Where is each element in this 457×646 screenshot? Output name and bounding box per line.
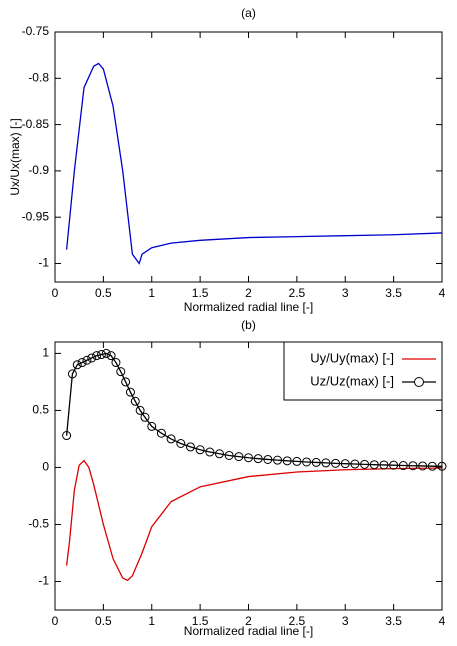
x-tick-label: 2 bbox=[245, 614, 252, 628]
series-marker bbox=[379, 460, 389, 470]
series-marker bbox=[321, 458, 331, 468]
chart-title: (a) bbox=[241, 6, 256, 20]
series-marker bbox=[418, 461, 428, 471]
legend-box bbox=[283, 341, 443, 401]
y-tick-label: -0.75 bbox=[22, 24, 50, 38]
series-marker bbox=[96, 350, 106, 360]
series-marker bbox=[92, 351, 102, 361]
x-tick-label: 0 bbox=[52, 614, 59, 628]
y-tick-label: 0 bbox=[42, 460, 49, 474]
y-axis-label: Ux/Ux(max) [-] bbox=[8, 118, 22, 195]
series-marker bbox=[116, 367, 126, 377]
series-marker bbox=[369, 460, 379, 470]
series-marker bbox=[87, 353, 97, 363]
series-marker bbox=[82, 355, 92, 365]
series-marker bbox=[135, 405, 145, 415]
y-tick-label: -0.8 bbox=[28, 70, 49, 84]
y-tick-label: -0.5 bbox=[28, 517, 49, 531]
chart-title: (b) bbox=[241, 318, 256, 332]
x-tick-label: 1 bbox=[148, 286, 155, 300]
series-marker bbox=[253, 454, 263, 464]
x-tick-label: 3.5 bbox=[385, 614, 402, 628]
y-tick-label: 1 bbox=[42, 346, 49, 360]
x-tick-label: 2 bbox=[245, 286, 252, 300]
x-tick-label: 2.5 bbox=[289, 286, 306, 300]
x-tick-label: 3 bbox=[342, 614, 349, 628]
series-marker bbox=[398, 461, 408, 471]
series-line bbox=[65, 459, 443, 582]
series-marker bbox=[408, 461, 418, 471]
x-tick-label: 0.5 bbox=[95, 614, 112, 628]
series-marker bbox=[101, 348, 111, 358]
series-marker bbox=[125, 387, 135, 397]
legend-label: Uy/Uy(max) [-] bbox=[310, 350, 394, 365]
y-tick-label: -1 bbox=[38, 574, 49, 588]
series-marker bbox=[140, 412, 150, 422]
series-marker bbox=[292, 456, 302, 466]
x-tick-label: 1.5 bbox=[192, 614, 209, 628]
x-tick-label: 3.5 bbox=[385, 286, 402, 300]
y-tick-label: -0.95 bbox=[22, 209, 50, 223]
series-marker bbox=[111, 358, 121, 368]
series-marker bbox=[340, 459, 350, 469]
series-marker bbox=[121, 377, 131, 387]
series-marker bbox=[263, 454, 273, 464]
series-marker bbox=[302, 457, 312, 467]
series-marker bbox=[62, 431, 72, 441]
series-marker bbox=[331, 458, 341, 468]
plot-frame bbox=[54, 341, 443, 611]
series-marker bbox=[234, 452, 244, 462]
series-marker bbox=[205, 447, 215, 457]
series-marker bbox=[72, 360, 82, 370]
x-tick-label: 1.5 bbox=[192, 286, 209, 300]
series-marker bbox=[437, 461, 447, 471]
series-marker bbox=[156, 428, 166, 438]
series-marker bbox=[130, 396, 140, 406]
series-marker bbox=[185, 442, 195, 452]
plot-frame bbox=[54, 31, 443, 283]
y-tick-label: -0.9 bbox=[28, 163, 49, 177]
x-tick-label: 2.5 bbox=[289, 614, 306, 628]
series-marker bbox=[67, 369, 77, 379]
series-marker bbox=[244, 453, 253, 463]
series-marker bbox=[77, 358, 87, 368]
x-axis-label: Normalized radial line [-] bbox=[184, 624, 313, 638]
y-tick-label: -1 bbox=[38, 256, 49, 270]
series-marker bbox=[214, 449, 224, 459]
x-tick-label: 4 bbox=[439, 286, 446, 300]
series-marker bbox=[147, 421, 157, 431]
x-tick-label: 1 bbox=[148, 614, 155, 628]
series-marker bbox=[311, 457, 321, 467]
x-tick-label: 3 bbox=[342, 286, 349, 300]
x-tick-label: 4 bbox=[439, 614, 446, 628]
series-marker bbox=[176, 438, 186, 448]
series-line bbox=[65, 62, 443, 265]
series-marker bbox=[166, 434, 176, 444]
series-marker bbox=[224, 450, 234, 460]
x-tick-label: 0 bbox=[52, 286, 59, 300]
series-marker bbox=[282, 456, 292, 466]
series-marker bbox=[106, 351, 116, 361]
series-marker bbox=[273, 455, 283, 465]
y-tick-label: -0.85 bbox=[22, 117, 50, 131]
series-marker bbox=[389, 460, 399, 470]
series-marker bbox=[427, 461, 437, 471]
series-marker bbox=[360, 459, 370, 469]
x-tick-label: 0.5 bbox=[95, 286, 112, 300]
legend-marker bbox=[414, 377, 424, 387]
legend-label: Uz/Uz(max) [-] bbox=[310, 373, 394, 388]
series-marker bbox=[350, 459, 360, 469]
x-axis-label: Normalized radial line [-] bbox=[184, 300, 313, 314]
y-tick-label: 0.5 bbox=[32, 403, 49, 417]
series-marker bbox=[195, 445, 205, 455]
